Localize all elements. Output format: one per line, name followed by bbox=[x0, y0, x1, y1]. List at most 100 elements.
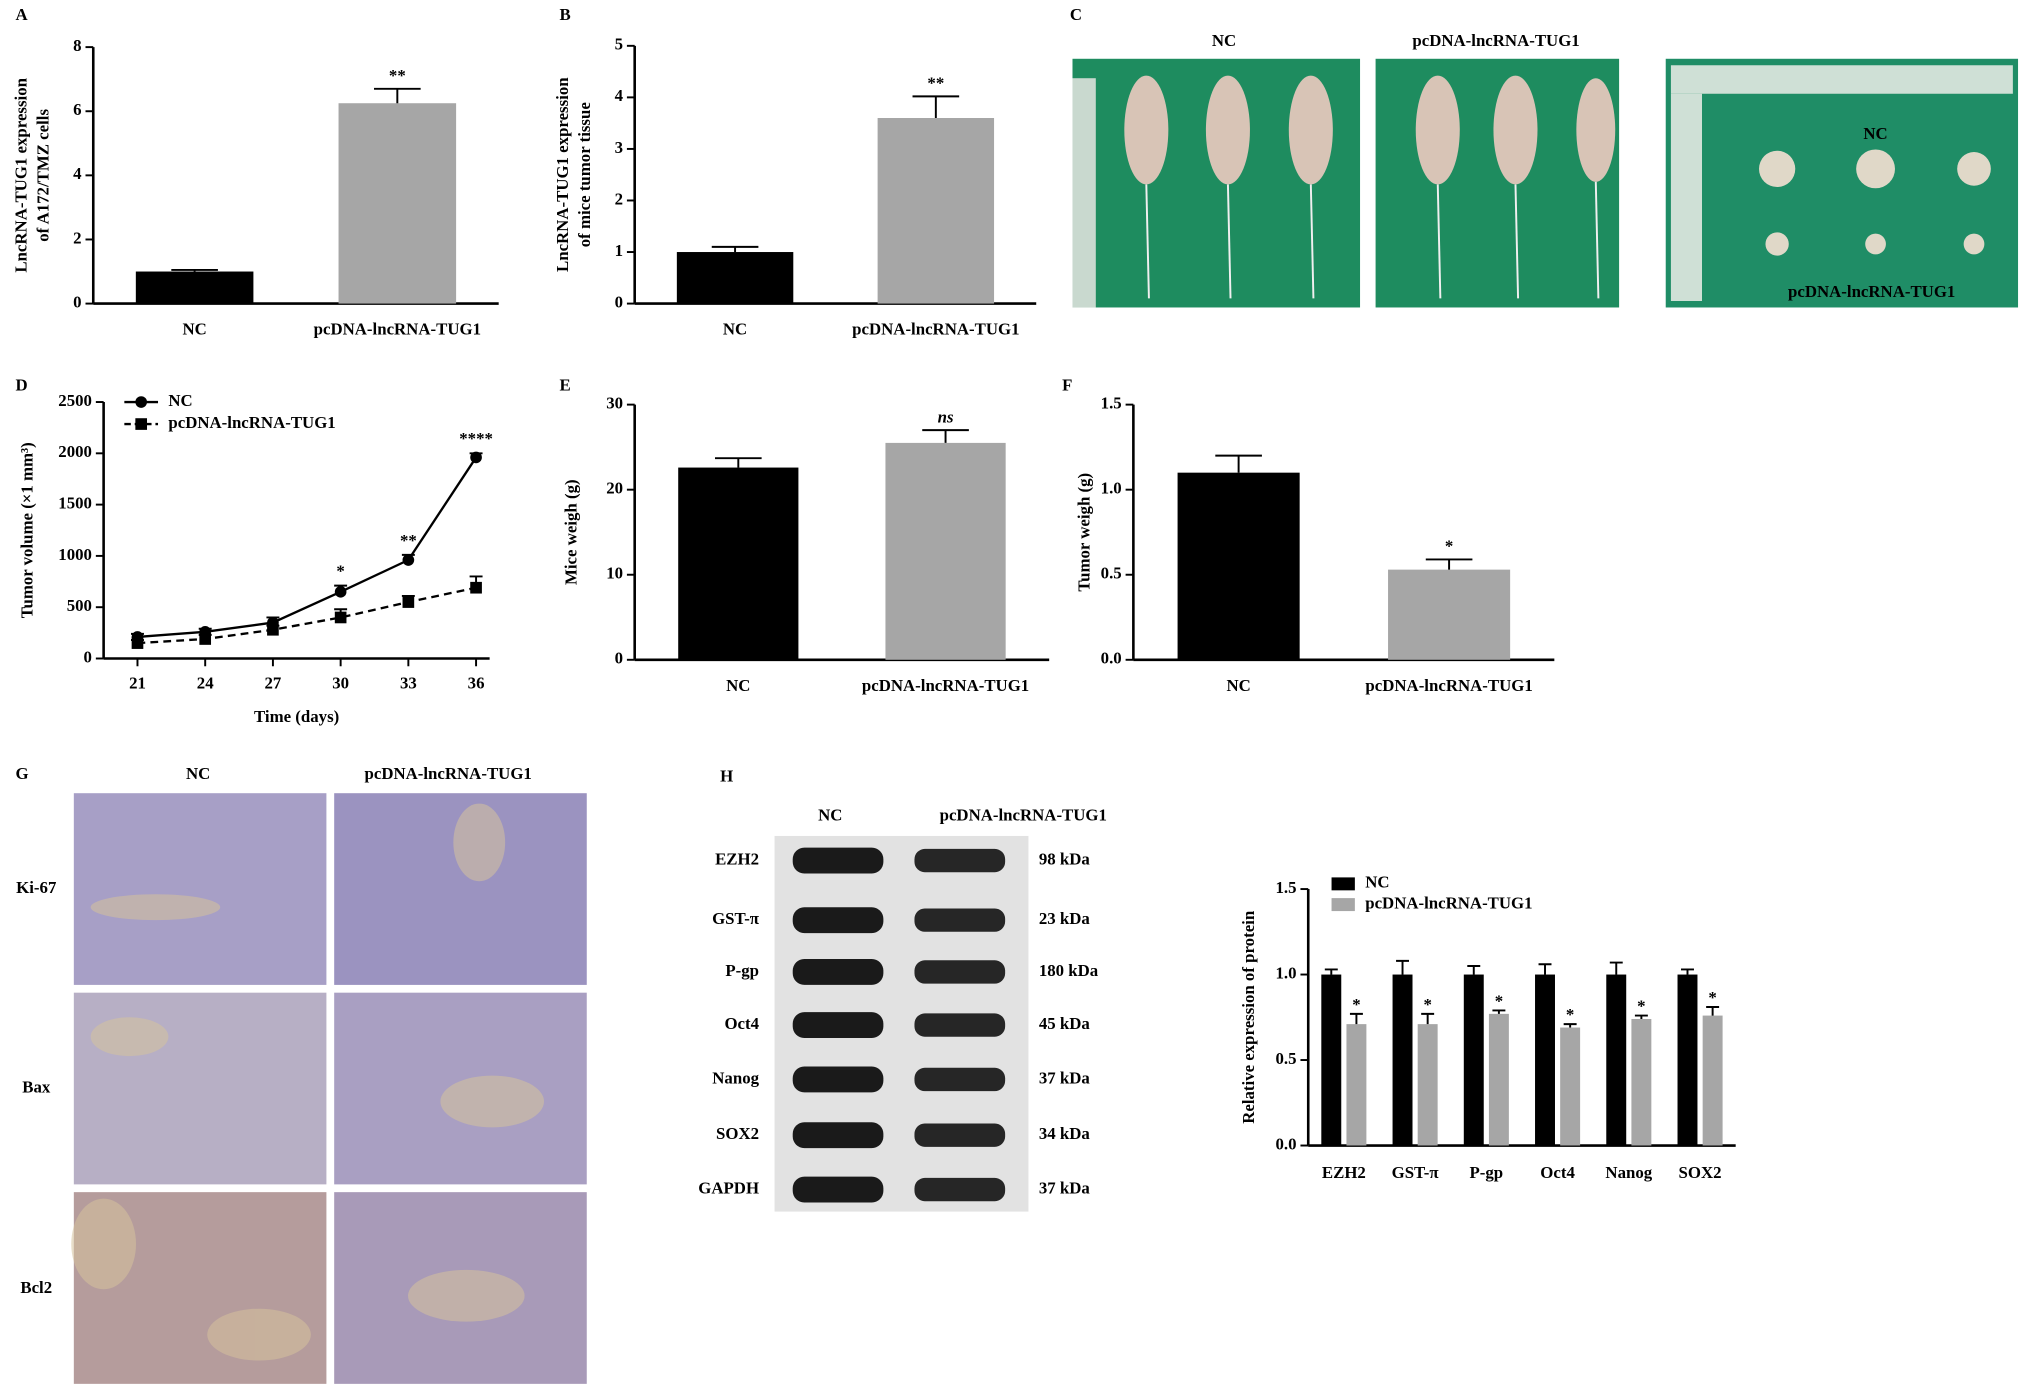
bar bbox=[1388, 569, 1511, 660]
y-tick-label: 0.5 bbox=[1276, 1049, 1297, 1068]
x-tick-label: GST-π bbox=[1392, 1163, 1440, 1182]
error-bar bbox=[374, 87, 421, 104]
bar bbox=[676, 252, 794, 304]
y-tick-label: 1.0 bbox=[1101, 479, 1122, 498]
size-label: 98 kDa bbox=[1039, 849, 1091, 868]
error-bar bbox=[711, 245, 759, 253]
size-label: 37 kDa bbox=[1039, 1068, 1091, 1087]
error-bar bbox=[922, 429, 969, 443]
significance-label: * bbox=[1445, 537, 1453, 556]
y-tick-label: 6 bbox=[73, 100, 81, 119]
x-tick-label: pcDNA-lncRNA-TUG1 bbox=[1365, 676, 1532, 695]
error-bar bbox=[1396, 959, 1410, 975]
error-bar bbox=[1706, 1006, 1720, 1016]
y-tick-label: 20 bbox=[606, 479, 623, 498]
legend-label: pcDNA-lncRNA-TUG1 bbox=[168, 413, 335, 432]
y-tick-label: 4 bbox=[73, 164, 82, 183]
bar bbox=[885, 442, 1006, 660]
point bbox=[334, 585, 347, 598]
bar bbox=[338, 103, 457, 304]
protein-label: GST-π bbox=[712, 909, 760, 928]
y-axis-label: Relative expression of protein bbox=[1239, 910, 1258, 1124]
blot-band bbox=[914, 1123, 1006, 1147]
y-tick-label: 4 bbox=[615, 86, 624, 105]
ruler bbox=[1670, 93, 1702, 301]
significance-label: ** bbox=[400, 531, 417, 550]
error-bar bbox=[1421, 1012, 1435, 1025]
point bbox=[470, 451, 482, 464]
y-axis-label: Tumor volume (×1 mm³) bbox=[17, 442, 36, 618]
error-bar bbox=[1215, 454, 1262, 473]
y-tick-label: 30 bbox=[606, 393, 623, 412]
blot-band bbox=[792, 1012, 884, 1039]
row-label: Bax bbox=[22, 1077, 51, 1096]
error-bar bbox=[714, 457, 762, 468]
column-label: NC bbox=[186, 764, 210, 783]
size-label: 37 kDa bbox=[1039, 1178, 1091, 1197]
x-tick-label: 30 bbox=[332, 673, 349, 692]
series-line bbox=[137, 586, 477, 645]
y-tick-label: 500 bbox=[67, 596, 92, 615]
y-axis-label: of A172/TMZ cells bbox=[34, 109, 53, 242]
legend-marker bbox=[135, 418, 148, 430]
ruler bbox=[1670, 65, 2013, 94]
point bbox=[267, 623, 279, 636]
x-tick-label: 36 bbox=[468, 673, 485, 692]
protein-label: SOX2 bbox=[716, 1124, 759, 1143]
blot-band bbox=[792, 907, 884, 934]
y-axis-label: Tumor weigh (g) bbox=[1074, 473, 1093, 592]
x-tick-label: 27 bbox=[265, 673, 282, 692]
error-bar bbox=[1425, 558, 1473, 570]
significance-label: * bbox=[1708, 988, 1716, 1007]
error-bar bbox=[1538, 963, 1552, 975]
x-tick-label: 33 bbox=[400, 673, 417, 692]
x-tick-label: EZH2 bbox=[1322, 1163, 1366, 1182]
photo-label: NC bbox=[1212, 31, 1236, 50]
error-bar bbox=[1324, 968, 1338, 975]
blot-band bbox=[792, 1066, 884, 1093]
y-tick-label: 1000 bbox=[58, 545, 92, 564]
bar bbox=[1346, 1024, 1367, 1146]
blot-band bbox=[792, 1176, 884, 1203]
y-axis-label: Mice weigh (g) bbox=[561, 479, 580, 585]
x-tick-label: NC bbox=[182, 320, 206, 339]
column-label: pcDNA-lncRNA-TUG1 bbox=[940, 805, 1107, 824]
significance-label: * bbox=[1637, 997, 1645, 1016]
significance-label: * bbox=[336, 562, 344, 581]
photo-label: pcDNA-lncRNA-TUG1 bbox=[1788, 282, 1955, 301]
photo bbox=[1665, 58, 2019, 308]
blot-band bbox=[792, 847, 884, 874]
panel-label: B bbox=[560, 5, 571, 24]
x-tick-label: 24 bbox=[197, 673, 214, 692]
error-bar bbox=[1681, 968, 1694, 975]
y-tick-label: 0.0 bbox=[1101, 649, 1122, 668]
x-tick-label: P-gp bbox=[1469, 1163, 1503, 1182]
y-tick-label: 0 bbox=[84, 647, 92, 666]
point bbox=[402, 554, 415, 566]
legend-label: pcDNA-lncRNA-TUG1 bbox=[1365, 893, 1532, 912]
point bbox=[470, 581, 482, 594]
error-bar bbox=[1492, 1009, 1506, 1014]
significance-label: * bbox=[1352, 995, 1360, 1014]
blot-band bbox=[792, 1122, 884, 1149]
protein-label: Nanog bbox=[712, 1068, 759, 1087]
y-tick-label: 0.0 bbox=[1276, 1134, 1297, 1153]
y-tick-label: 8 bbox=[73, 36, 81, 55]
photo-panel-g bbox=[71, 793, 587, 1384]
mice bbox=[1124, 75, 1616, 185]
y-tick-label: 1.5 bbox=[1101, 393, 1122, 412]
size-label: 45 kDa bbox=[1039, 1014, 1091, 1033]
panel-label: F bbox=[1062, 375, 1072, 394]
protein-label: P-gp bbox=[725, 961, 759, 980]
error-bar bbox=[912, 95, 960, 118]
bar bbox=[1488, 1013, 1509, 1146]
legend-swatch bbox=[1331, 877, 1355, 891]
protein-label: Oct4 bbox=[724, 1014, 759, 1033]
bar bbox=[1677, 974, 1698, 1146]
y-tick-label: 5 bbox=[615, 35, 623, 54]
blot-band bbox=[914, 1067, 1006, 1092]
point bbox=[199, 633, 212, 645]
bar bbox=[1321, 974, 1342, 1146]
column-label: pcDNA-lncRNA-TUG1 bbox=[364, 764, 531, 783]
panel-label: A bbox=[16, 5, 29, 24]
